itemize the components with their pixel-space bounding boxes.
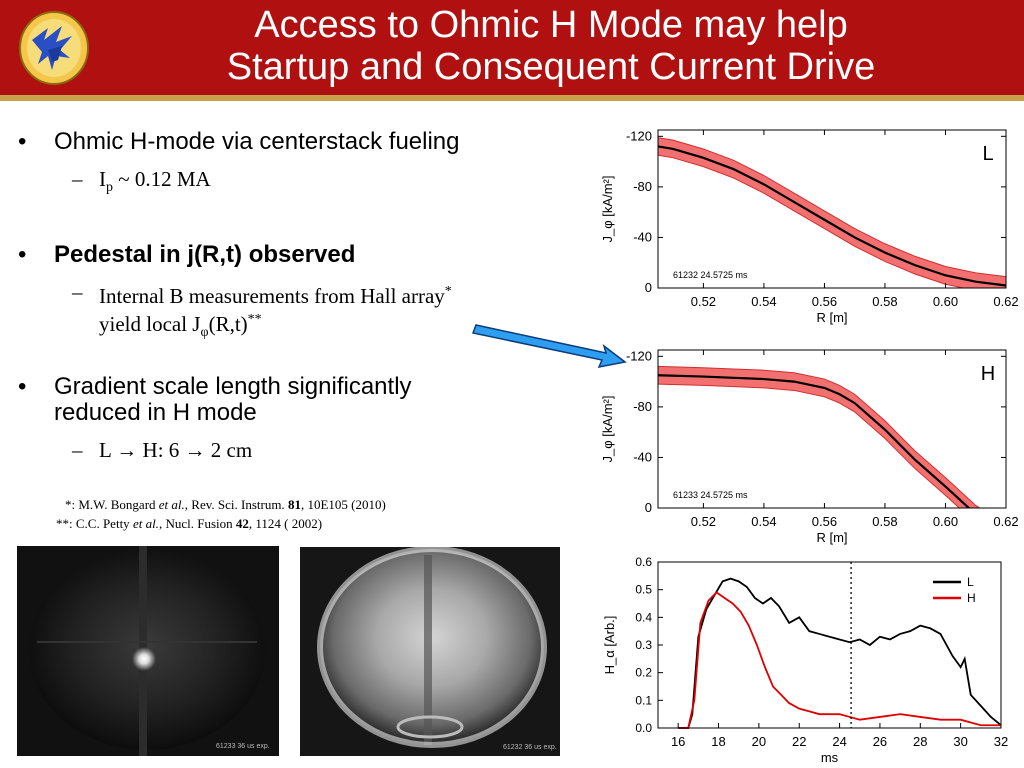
bullet-dot: •: [18, 373, 27, 400]
x-tick-label: 0.54: [751, 514, 776, 529]
x-axis-label: R [m]: [816, 530, 847, 545]
plot-frame: [657, 129, 1007, 289]
photo-caption: 61232 36 us exp.: [503, 744, 557, 751]
reference-2: **: C.C. Petty et al., Nucl. Fusion 42, …: [56, 516, 323, 531]
x-tick-label: 0.62: [993, 514, 1018, 529]
bullet-dot: •: [18, 128, 27, 155]
y-tick-label: 0.6: [635, 555, 652, 569]
x-axis-label: R [m]: [816, 310, 847, 325]
sub-bullet-l-to-h: – L → H: 6 → 2 cm: [72, 438, 253, 462]
x-tick-label: 30: [953, 734, 967, 749]
x-tick-label: 0.52: [691, 514, 716, 529]
x-tick-label: 16: [671, 734, 685, 749]
x-tick-label: 18: [711, 734, 725, 749]
shot-annotation: 61232 24.5725 ms: [673, 270, 748, 280]
x-tick-label: 0.58: [872, 514, 897, 529]
x-tick-label: 28: [913, 734, 927, 749]
x-tick-label: 0.54: [751, 294, 776, 309]
current-profile-chart-l-mode: 0.52 0.54 0.56 0.58 0.60 0.62 -120 -80 -40 0 R [m]…: [600, 128, 1019, 325]
x-tick-label: 20: [752, 734, 766, 749]
plot-frame: [657, 561, 1002, 729]
y-tick-label: 0.5: [635, 583, 652, 597]
y-tick-label: 0.4: [635, 610, 652, 624]
bullet-text: Ohmic H-mode via centerstack fueling: [54, 128, 460, 155]
x-tick-label: 0.60: [933, 294, 958, 309]
title-bar: [0, 0, 1024, 97]
x-tick-label: 32: [994, 734, 1008, 749]
camera-image-h-mode: 61232 36 us exp.: [300, 547, 560, 756]
x-tick-label: 0.56: [812, 514, 837, 529]
y-tick-label: 0.2: [635, 666, 652, 680]
x-tick-label: 0.58: [872, 294, 897, 309]
legend-label-H: H: [967, 591, 976, 605]
camera-image-l-mode: 61233 36 us exp.: [17, 546, 279, 756]
x-tick-label: 0.62: [993, 294, 1018, 309]
series-line-L: [678, 577, 1002, 729]
pointer-arrow: [471, 324, 627, 369]
x-tick-label: 24: [832, 734, 846, 749]
plot-frame: [657, 349, 1007, 509]
photo-caption: 61233 36 us exp.: [216, 743, 270, 750]
y-tick-label: -80: [633, 399, 652, 414]
y-tick-label: -40: [633, 449, 652, 464]
bullet-ohmic-h-mode: • Ohmic H-mode via centerstack fueling: [18, 128, 460, 155]
sub-bullet-hall-array: – Internal B measurements from Hall arra…: [72, 280, 452, 341]
panel-label: L: [982, 143, 993, 165]
title-line-2: Startup and Consequent Current Drive: [226, 46, 876, 88]
y-tick-label: -40: [633, 229, 652, 244]
reference-1: *: M.W. Bongard et al., Rev. Sci. Instru…: [65, 497, 386, 512]
title-underline: [0, 95, 1024, 101]
h-alpha-chart: 16 18 20 22 24 26 28 30 32 0.0 0.1 0.2 0.3 0.4 0.5 0.6 m…: [602, 555, 1008, 765]
bullet-pedestal: • Pedestal in j(R,t) observed: [18, 241, 356, 268]
y-tick-label: -120: [626, 128, 652, 143]
y-tick-label: 0: [645, 500, 652, 515]
pegasus-logo: [19, 11, 89, 85]
y-tick-label: 0.1: [635, 693, 652, 707]
title-line-1: Access to Ohmic H Mode may help: [254, 4, 848, 46]
x-tick-label: 22: [792, 734, 806, 749]
y-tick-label: 0: [645, 280, 652, 295]
profile-line: [658, 374, 971, 508]
uncertainty-band: [658, 365, 981, 508]
y-axis-label: J_φ [kA/m²]: [600, 176, 615, 243]
y-tick-label: 0.0: [635, 721, 652, 735]
y-tick-label: -80: [633, 179, 652, 194]
profile-line: [658, 145, 1006, 287]
x-tick-label: 0.60: [933, 514, 958, 529]
bullet-gradient-scale: • Gradient scale length significantly re…: [18, 373, 412, 426]
current-profile-chart-h-mode: 0.52 0.54 0.56 0.58 0.60 0.62 -120 -80 -40 0 R [m]…: [600, 348, 1019, 545]
panel-label: H: [981, 363, 995, 385]
y-tick-label: -120: [626, 348, 652, 363]
bullet-text: Pedestal in j(R,t) observed: [54, 241, 356, 268]
slide-title: Access to Ohmic H Mode may help Startup …: [98, 4, 1004, 88]
bullet-dot: •: [18, 241, 27, 268]
x-tick-label: 26: [873, 734, 887, 749]
shot-annotation: 61233 24.5725 ms: [673, 490, 748, 500]
x-tick-label: 0.52: [691, 294, 716, 309]
series-line-H: [678, 591, 1001, 729]
y-axis-label: J_φ [kA/m²]: [600, 396, 615, 463]
sub-bullet-ip: – Ip ~ 0.12 MA: [72, 167, 211, 196]
y-tick-label: 0.3: [635, 638, 652, 652]
x-axis-label: ms: [821, 750, 839, 765]
x-tick-label: 0.56: [812, 294, 837, 309]
legend-label-L: L: [967, 575, 974, 589]
y-axis-label: H_α [Arb.]: [602, 616, 617, 675]
